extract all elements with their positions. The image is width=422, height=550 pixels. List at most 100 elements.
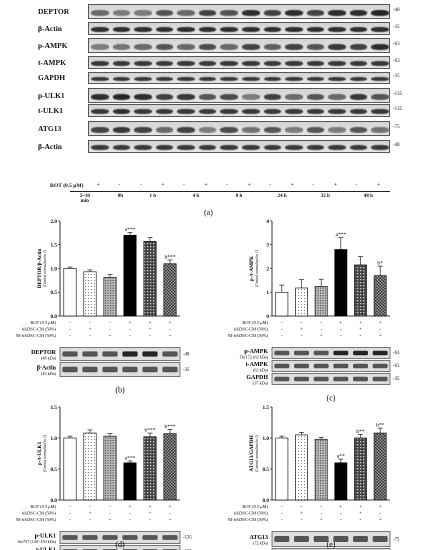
blot-band <box>306 93 325 100</box>
panel-a-timepoint: 5~10 min <box>79 194 90 204</box>
blot-band <box>162 351 178 357</box>
blot-band <box>198 93 217 100</box>
condition-sign: + <box>379 505 382 510</box>
blot-band <box>242 43 260 50</box>
blot-band <box>91 144 109 151</box>
condition-sign: - <box>360 518 362 523</box>
y-tick-label: 1.0 <box>51 266 58 272</box>
blot-strip <box>59 531 181 544</box>
condition-sign: + <box>379 334 382 339</box>
condition-sign: - <box>281 321 283 326</box>
condition-sign: - <box>301 334 303 339</box>
bar <box>123 462 137 501</box>
blot-band <box>285 26 303 33</box>
condition-sign: - <box>129 328 131 333</box>
condition-sign: - <box>340 328 342 333</box>
blot-band <box>313 536 329 542</box>
blot-band <box>198 9 217 16</box>
blot-band <box>91 9 109 16</box>
blot-band <box>285 93 303 100</box>
blot-band <box>306 26 325 33</box>
blot-band <box>91 93 109 100</box>
blot-band <box>306 60 325 67</box>
blot-band <box>263 144 282 151</box>
blot-band <box>198 26 217 33</box>
blot-band <box>285 126 303 133</box>
blot-band <box>102 535 118 540</box>
panel-a-rot-sign: - <box>355 183 358 188</box>
blot-band <box>242 76 260 82</box>
blot-band <box>82 535 98 540</box>
condition-sign: - <box>69 328 71 333</box>
blot-band <box>242 93 260 100</box>
y-axis-sublabel: (Control normalized to 1) <box>43 434 47 472</box>
blot-sublabel: (62 kDa) <box>253 368 269 373</box>
bar <box>334 462 348 501</box>
significance-label: b*** <box>165 254 176 260</box>
blot-band <box>242 60 260 67</box>
condition-sign: + <box>339 505 342 510</box>
blot-band <box>134 60 152 67</box>
condition-sign: - <box>281 328 283 333</box>
blot-band <box>155 126 174 133</box>
blot-band <box>198 43 217 50</box>
bar <box>373 275 387 317</box>
blot-band <box>102 366 118 373</box>
bar <box>83 432 97 501</box>
condition-sign: + <box>359 505 362 510</box>
y-axis-sublabel: (Control normalized to 1) <box>43 249 47 287</box>
blot-band <box>220 76 238 82</box>
panel-a-blot-strip <box>88 4 390 19</box>
blot-label: GAPDH <box>246 375 268 381</box>
blot-band <box>328 108 346 115</box>
panel-a-mw-marker: -63 <box>393 58 400 64</box>
blot-band <box>285 76 303 82</box>
blot-band <box>82 366 98 373</box>
y-tick-label: 2.0 <box>51 219 58 225</box>
bar <box>123 234 137 317</box>
condition-sign: + <box>109 518 112 523</box>
blot-band <box>371 60 389 67</box>
condition-sign: + <box>169 505 172 510</box>
blot-label: ATG13 <box>249 535 268 541</box>
blot-sublabel: Ser757 (140~150 kDa) <box>17 539 56 544</box>
blot-band <box>198 126 217 133</box>
blot-band <box>285 60 303 67</box>
blot-band <box>328 76 346 82</box>
blot-label: p-ULK1 <box>35 534 56 540</box>
blot-band <box>91 26 109 33</box>
panel-a-mw-marker: -48 <box>393 7 400 13</box>
blot-band <box>306 43 325 50</box>
condition-sign: + <box>320 518 323 523</box>
bar <box>314 438 328 501</box>
y-tick-label: 0.0 <box>51 314 58 320</box>
condition-sign: - <box>89 321 91 326</box>
panel-a-blot-strip <box>88 38 390 53</box>
blot-band <box>306 108 325 115</box>
blot-band <box>263 60 282 67</box>
blot-band <box>177 43 195 50</box>
panel-a-rot-sign: + <box>334 183 337 188</box>
blot-band <box>349 26 368 33</box>
panel-a-rot-sign: + <box>96 183 100 188</box>
blot-mw-marker: -135 <box>183 536 192 541</box>
bar <box>163 263 177 317</box>
blot-label: t-ULK1 <box>36 548 56 550</box>
blot-strip <box>59 545 181 550</box>
condition-label: ROT (0.5 μM) <box>30 504 56 509</box>
condition-sign: + <box>339 321 342 326</box>
condition-sign: + <box>379 321 382 326</box>
condition-sign: + <box>149 512 152 517</box>
condition-label: NI-hADSC-CM (50%) <box>228 333 269 338</box>
blot-band <box>177 126 195 133</box>
blot-band <box>274 363 290 369</box>
blot-band <box>242 144 260 151</box>
panel-a-mw-marker: -63 <box>393 41 400 47</box>
blot-band <box>313 376 329 382</box>
blot-band <box>263 126 282 133</box>
blot-band <box>62 351 78 357</box>
blot-band <box>353 363 368 369</box>
significance-label: a*** <box>125 455 136 461</box>
blot-band <box>91 76 109 82</box>
significance-label: b*** <box>145 428 156 434</box>
